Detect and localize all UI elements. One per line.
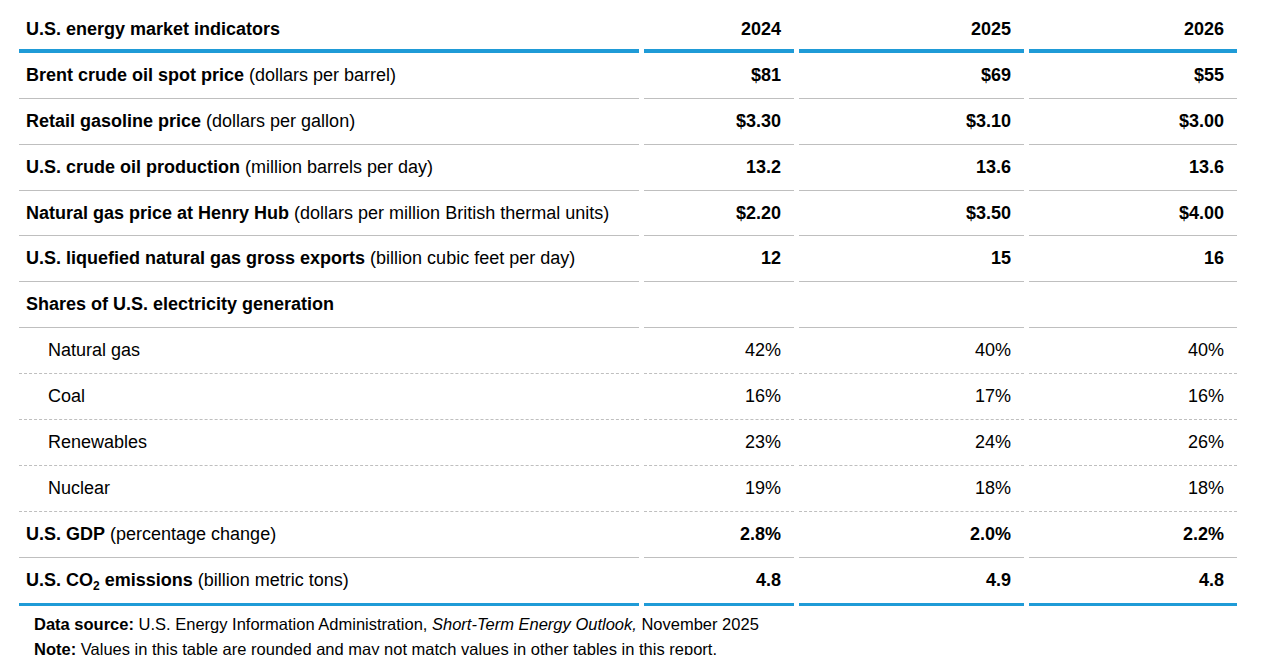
row-label: U.S. GDP (percentage change) <box>19 512 639 558</box>
row-label: Renewables <box>19 420 639 466</box>
row-label: U.S. CO2 emissions (billion metric tons) <box>19 558 639 606</box>
table-row: Natural gas42%40%40% <box>19 328 1237 374</box>
row-label: Shares of U.S. electricity generation <box>19 282 639 328</box>
table-row: U.S. CO2 emissions (billion metric tons)… <box>19 558 1237 606</box>
row-label: U.S. crude oil production (million barre… <box>19 145 639 191</box>
row-value: $3.30 <box>644 99 794 145</box>
table-row: U.S. GDP (percentage change)2.8%2.0%2.2% <box>19 512 1237 558</box>
row-value: 16 <box>1029 236 1237 282</box>
row-value: 16% <box>644 374 794 420</box>
row-label: U.S. liquefied natural gas gross exports… <box>19 236 639 282</box>
row-label: Brent crude oil spot price (dollars per … <box>19 53 639 99</box>
table-row: U.S. crude oil production (million barre… <box>19 145 1237 191</box>
row-value: 40% <box>1029 328 1237 374</box>
subscript: 2 <box>93 579 100 593</box>
row-label: Natural gas price at Henry Hub (dollars … <box>19 191 639 237</box>
row-value: $55 <box>1029 53 1237 99</box>
row-value: 4.8 <box>644 558 794 606</box>
row-value: 2.0% <box>799 512 1024 558</box>
row-value: 15 <box>799 236 1024 282</box>
row-value: 13.6 <box>799 145 1024 191</box>
row-value: $3.10 <box>799 99 1024 145</box>
data-source-line: Data source: U.S. Energy Information Adm… <box>34 612 1257 637</box>
table-row: Renewables23%24%26% <box>19 420 1237 466</box>
row-value: 24% <box>799 420 1024 466</box>
row-value: 26% <box>1029 420 1237 466</box>
year-column-header-2025: 2025 <box>799 10 1024 53</box>
row-value: 18% <box>799 466 1024 512</box>
table-header-row: U.S. energy market indicators 2024 2025 … <box>19 10 1237 53</box>
row-value: 16% <box>1029 374 1237 420</box>
report-table-page: U.S. energy market indicators 2024 2025 … <box>0 0 1275 655</box>
row-value: 2.8% <box>644 512 794 558</box>
row-value <box>1029 282 1237 328</box>
row-label: Coal <box>19 374 639 420</box>
row-value: $4.00 <box>1029 191 1237 237</box>
row-value: 12 <box>644 236 794 282</box>
table-footer: Data source: U.S. Energy Information Adm… <box>34 612 1257 655</box>
table-title: U.S. energy market indicators <box>19 10 639 53</box>
row-value: 13.2 <box>644 145 794 191</box>
row-value: $69 <box>799 53 1024 99</box>
year-column-header-2024: 2024 <box>644 10 794 53</box>
row-value: 18% <box>1029 466 1237 512</box>
row-label: Nuclear <box>19 466 639 512</box>
energy-indicators-table: U.S. energy market indicators 2024 2025 … <box>14 10 1242 606</box>
table-row: Brent crude oil spot price (dollars per … <box>19 53 1237 99</box>
row-label: Natural gas <box>19 328 639 374</box>
row-value: $81 <box>644 53 794 99</box>
table-row: Coal16%17%16% <box>19 374 1237 420</box>
row-value <box>644 282 794 328</box>
row-value: 4.9 <box>799 558 1024 606</box>
table-row: Shares of U.S. electricity generation <box>19 282 1237 328</box>
table-row: Nuclear19%18%18% <box>19 466 1237 512</box>
row-value <box>799 282 1024 328</box>
row-value: 4.8 <box>1029 558 1237 606</box>
row-value: $3.00 <box>1029 99 1237 145</box>
row-value: 23% <box>644 420 794 466</box>
year-column-header-2026: 2026 <box>1029 10 1237 53</box>
row-value: 13.6 <box>1029 145 1237 191</box>
table-row: Retail gasoline price (dollars per gallo… <box>19 99 1237 145</box>
row-value: 19% <box>644 466 794 512</box>
row-value: 17% <box>799 374 1024 420</box>
note-line: Note: Values in this table are rounded a… <box>34 637 1257 655</box>
row-label: Retail gasoline price (dollars per gallo… <box>19 99 639 145</box>
row-value: 2.2% <box>1029 512 1237 558</box>
table-row: U.S. liquefied natural gas gross exports… <box>19 236 1237 282</box>
table-row: Natural gas price at Henry Hub (dollars … <box>19 191 1237 237</box>
row-value: $3.50 <box>799 191 1024 237</box>
row-value: 42% <box>644 328 794 374</box>
row-value: 40% <box>799 328 1024 374</box>
row-value: $2.20 <box>644 191 794 237</box>
